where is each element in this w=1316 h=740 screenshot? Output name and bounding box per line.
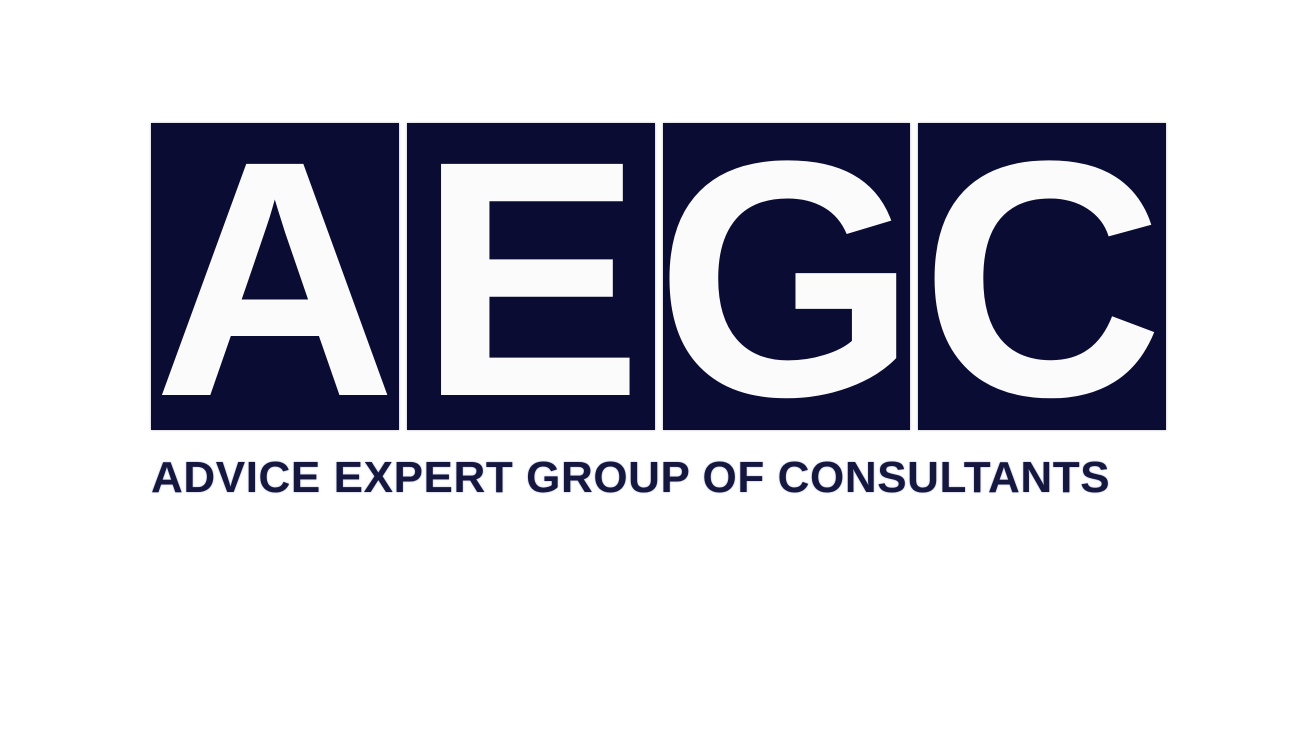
logo-letter-g: G (662, 123, 911, 430)
logo-letter-c: C (920, 123, 1164, 430)
logo-tile-g: G (662, 123, 911, 430)
logo-tile-c: C (918, 123, 1166, 430)
logo-tile-a: A (151, 123, 399, 430)
logo-tagline: ADVICE EXPERT GROUP OF CONSULTANTS (151, 453, 1111, 502)
logo-letter-e: E (418, 123, 643, 430)
logo-tile-e: E (406, 123, 655, 430)
logo-tiles: A E G C (151, 123, 1166, 430)
logo-letter-a: A (153, 123, 397, 430)
